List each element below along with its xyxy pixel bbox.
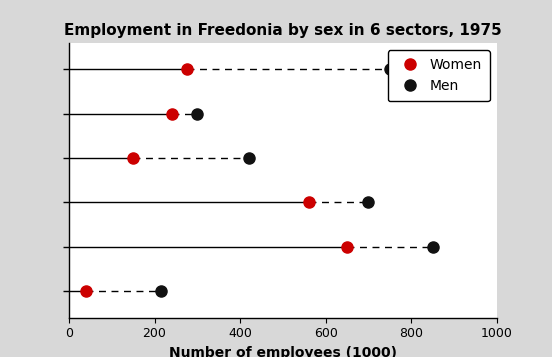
X-axis label: Number of employees (1000): Number of employees (1000)	[169, 346, 397, 357]
Title: Employment in Freedonia by sex in 6 sectors, 1975: Employment in Freedonia by sex in 6 sect…	[64, 22, 502, 37]
Legend: Women, Men: Women, Men	[388, 50, 490, 101]
